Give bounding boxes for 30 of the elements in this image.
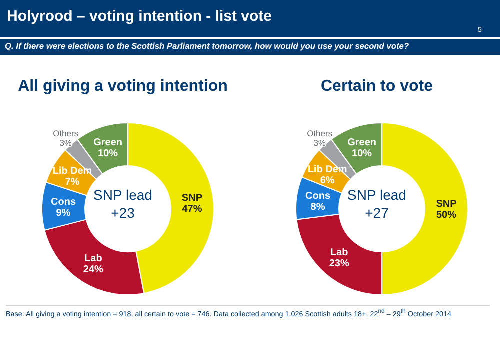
slice-label: Cons [51, 196, 76, 208]
data-label: 3% [314, 138, 326, 148]
data-label: 3% [60, 138, 72, 148]
data-label: 7% [65, 177, 80, 188]
slice-label: Others [53, 128, 79, 138]
data-label: 9% [56, 208, 71, 219]
slice-label: Lab [84, 253, 102, 264]
text: Holyrood – voting intention - list vote [7, 8, 272, 25]
slice-label: Others [307, 128, 333, 138]
data-label: 8% [310, 202, 326, 213]
text: SNP lead [348, 187, 406, 203]
text: +27 [365, 205, 389, 221]
data-label: 10% [352, 148, 372, 160]
chart-title: All giving a voting intention [17, 77, 229, 97]
slice-label: Green [94, 138, 123, 149]
slice-label: Green [348, 138, 377, 149]
data-label: 6% [320, 175, 335, 186]
data-label: 24% [83, 264, 104, 276]
slice-label: SNP [182, 192, 203, 204]
text: Q. If there were elections to the Scottish Parliament tomorrow, how would you use your second vote? [5, 41, 410, 51]
slice-label: SNP [436, 199, 458, 210]
slice-label: Lab [330, 247, 348, 258]
slice-label: Cons [306, 190, 331, 202]
data-label: 50% [436, 210, 457, 221]
chart-title: Certain to vote [320, 77, 434, 97]
data-label: 23% [329, 258, 350, 270]
data-label: 10% [98, 148, 118, 160]
text: +23 [111, 205, 135, 221]
data-label: 47% [182, 204, 202, 215]
text: SNP lead [94, 187, 152, 203]
